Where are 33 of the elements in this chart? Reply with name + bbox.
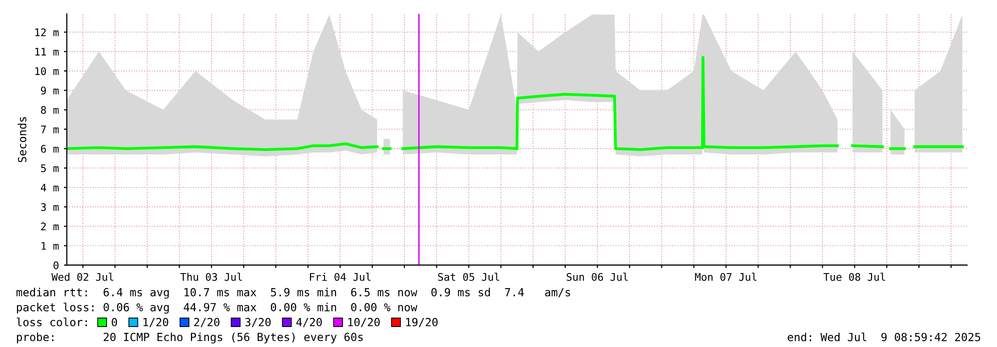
x-tick-label: Mon 07 Jul [695,272,756,281]
y-tick-label: 4 m [40,184,59,192]
y-tick-label: 9 m [40,86,59,95]
y-axis-title: Seconds [18,117,26,162]
legend-label: 3/20 [245,318,271,328]
y-tick-label: 0 [54,261,58,270]
y-tick-label: 3 m [41,203,59,211]
x-tick-label: Thu 03 Jul [180,272,242,281]
x-tick-label: Fri 04 Jul [310,272,370,281]
y-tick-label: 10 m [35,67,59,76]
legend-label: 4/20 [296,318,322,328]
x-tick-label: Wed 02 Jul [52,272,114,281]
y-tick-label: 6 m [41,144,59,153]
y-tick-label: 12 m [35,28,59,36]
x-tick-label: Tue 08 Jul [824,272,885,281]
y-tick-label: 2 m [41,222,59,230]
legend-label: 0 [112,318,118,326]
y-tick-label: 11 m [35,48,59,56]
y-tick-label: 7 m [41,126,59,134]
y-tick-label: 5 m [41,164,59,172]
text: end: Wed Jul 9 08:59:42 2025 [788,332,980,342]
legend-label: 2/20 [194,318,220,328]
text: loss color: [16,318,87,326]
y-tick-label: 8 m [41,106,59,114]
legend-label: 10/20 [348,318,380,328]
legend-label: 1/20 [144,318,168,328]
x-tick-label: Sat 05 Jul [438,272,500,281]
text: packet loss: 0.06 % avg 44.97 % max 0.00 % min 0.00 % now [16,302,418,314]
legend-label: 19/20 [406,318,438,328]
y-tick-label: 1 m [42,242,59,250]
text: median rtt: 6.4 ms avg 10.7 ms max 5.9 ms min 6.5 ms now 0.9 ms sd 7.4 am/s [16,288,570,299]
text: probe: 20 ICMP Echo Pings (56 Bytes) every 60s [16,332,363,344]
x-tick-label: Sun 06 Jul [566,272,628,281]
